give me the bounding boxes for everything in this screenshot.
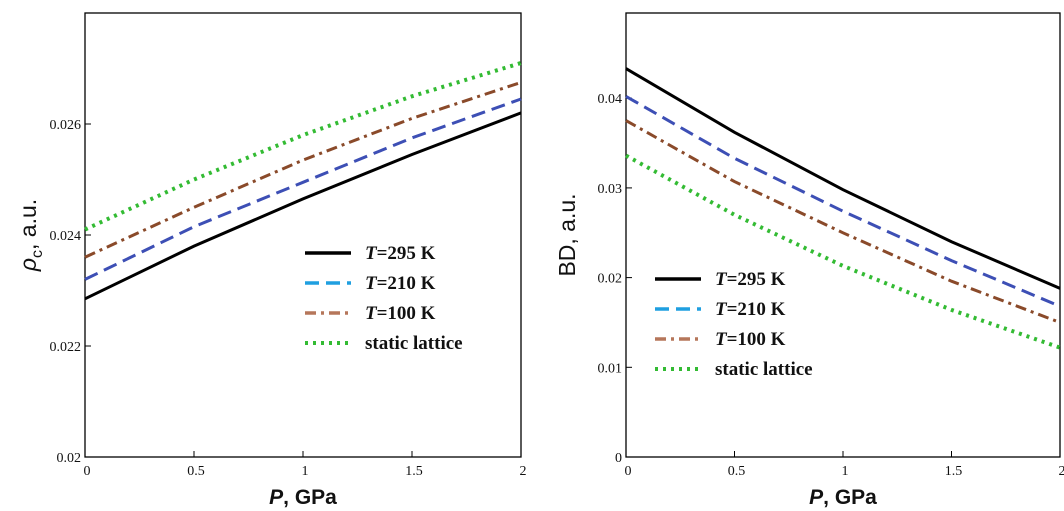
y-tick-label: 0 xyxy=(615,451,622,466)
series-line-1 xyxy=(84,97,522,281)
x-tick-label: 2 xyxy=(520,464,527,479)
x-axis-label: P, GPa xyxy=(269,486,337,509)
x-tick-label: 1.5 xyxy=(945,464,963,479)
x-tick-label: 2 xyxy=(1059,464,1064,479)
legend-label: T=210 K xyxy=(365,273,436,294)
series-line-3 xyxy=(625,153,1061,350)
series-line-0 xyxy=(84,111,522,301)
series-line-1 xyxy=(625,95,1061,308)
legend: T=295 K T=210 K T=100 K static lattice xyxy=(305,243,463,354)
chart-panel-left: 0 0.5 1 1.5 2 0.02 0.022 0.024 0.026 T=295 K T=210… xyxy=(15,12,527,509)
y-tick-label: 0.03 xyxy=(598,182,623,197)
x-tick-label: 0.5 xyxy=(187,464,205,479)
x-tick-label: 0 xyxy=(84,464,91,479)
y-tick-label: 0.022 xyxy=(50,340,82,355)
legend-label: static lattice xyxy=(715,359,813,380)
plot-frame xyxy=(625,12,1061,458)
x-tick-label: 0 xyxy=(625,464,632,479)
legend-label: T=295 K xyxy=(715,269,786,290)
x-axis-label: P, GPa xyxy=(809,486,877,509)
y-tick-label: 0.026 xyxy=(50,118,82,133)
legend-label: T=210 K xyxy=(715,299,786,320)
y-tick-label: 0.02 xyxy=(57,451,82,466)
y-axis-label: BD, a.u. xyxy=(554,193,580,276)
x-tick-label: 0.5 xyxy=(728,464,746,479)
legend-label: static lattice xyxy=(365,333,463,354)
y-tick-label: 0.04 xyxy=(598,92,623,107)
series-line-2 xyxy=(625,119,1061,324)
legend: T=295 K T=210 K T=100 K static lattice xyxy=(655,269,813,380)
chart-panel-right: 0 0.5 1 1.5 2 0 0.01 0.02 0.03 0.04 T=295 K T=210 K… xyxy=(554,12,1064,509)
y-tick-label: 0.01 xyxy=(598,361,623,376)
legend-label: T=100 K xyxy=(365,303,436,324)
x-tick-label: 1.5 xyxy=(405,464,423,479)
y-axis-label: ρc, a.u. xyxy=(15,199,46,272)
y-tick-label: 0.024 xyxy=(50,229,82,244)
x-tick-label: 1 xyxy=(302,464,309,479)
series-line-2 xyxy=(84,80,522,259)
series-line-3 xyxy=(84,61,522,232)
series-line-0 xyxy=(625,67,1061,290)
x-tick-label: 1 xyxy=(842,464,849,479)
plot-frame xyxy=(84,12,522,458)
y-tick-label: 0.02 xyxy=(598,272,623,287)
legend-label: T=295 K xyxy=(365,243,436,264)
legend-label: T=100 K xyxy=(715,329,786,350)
